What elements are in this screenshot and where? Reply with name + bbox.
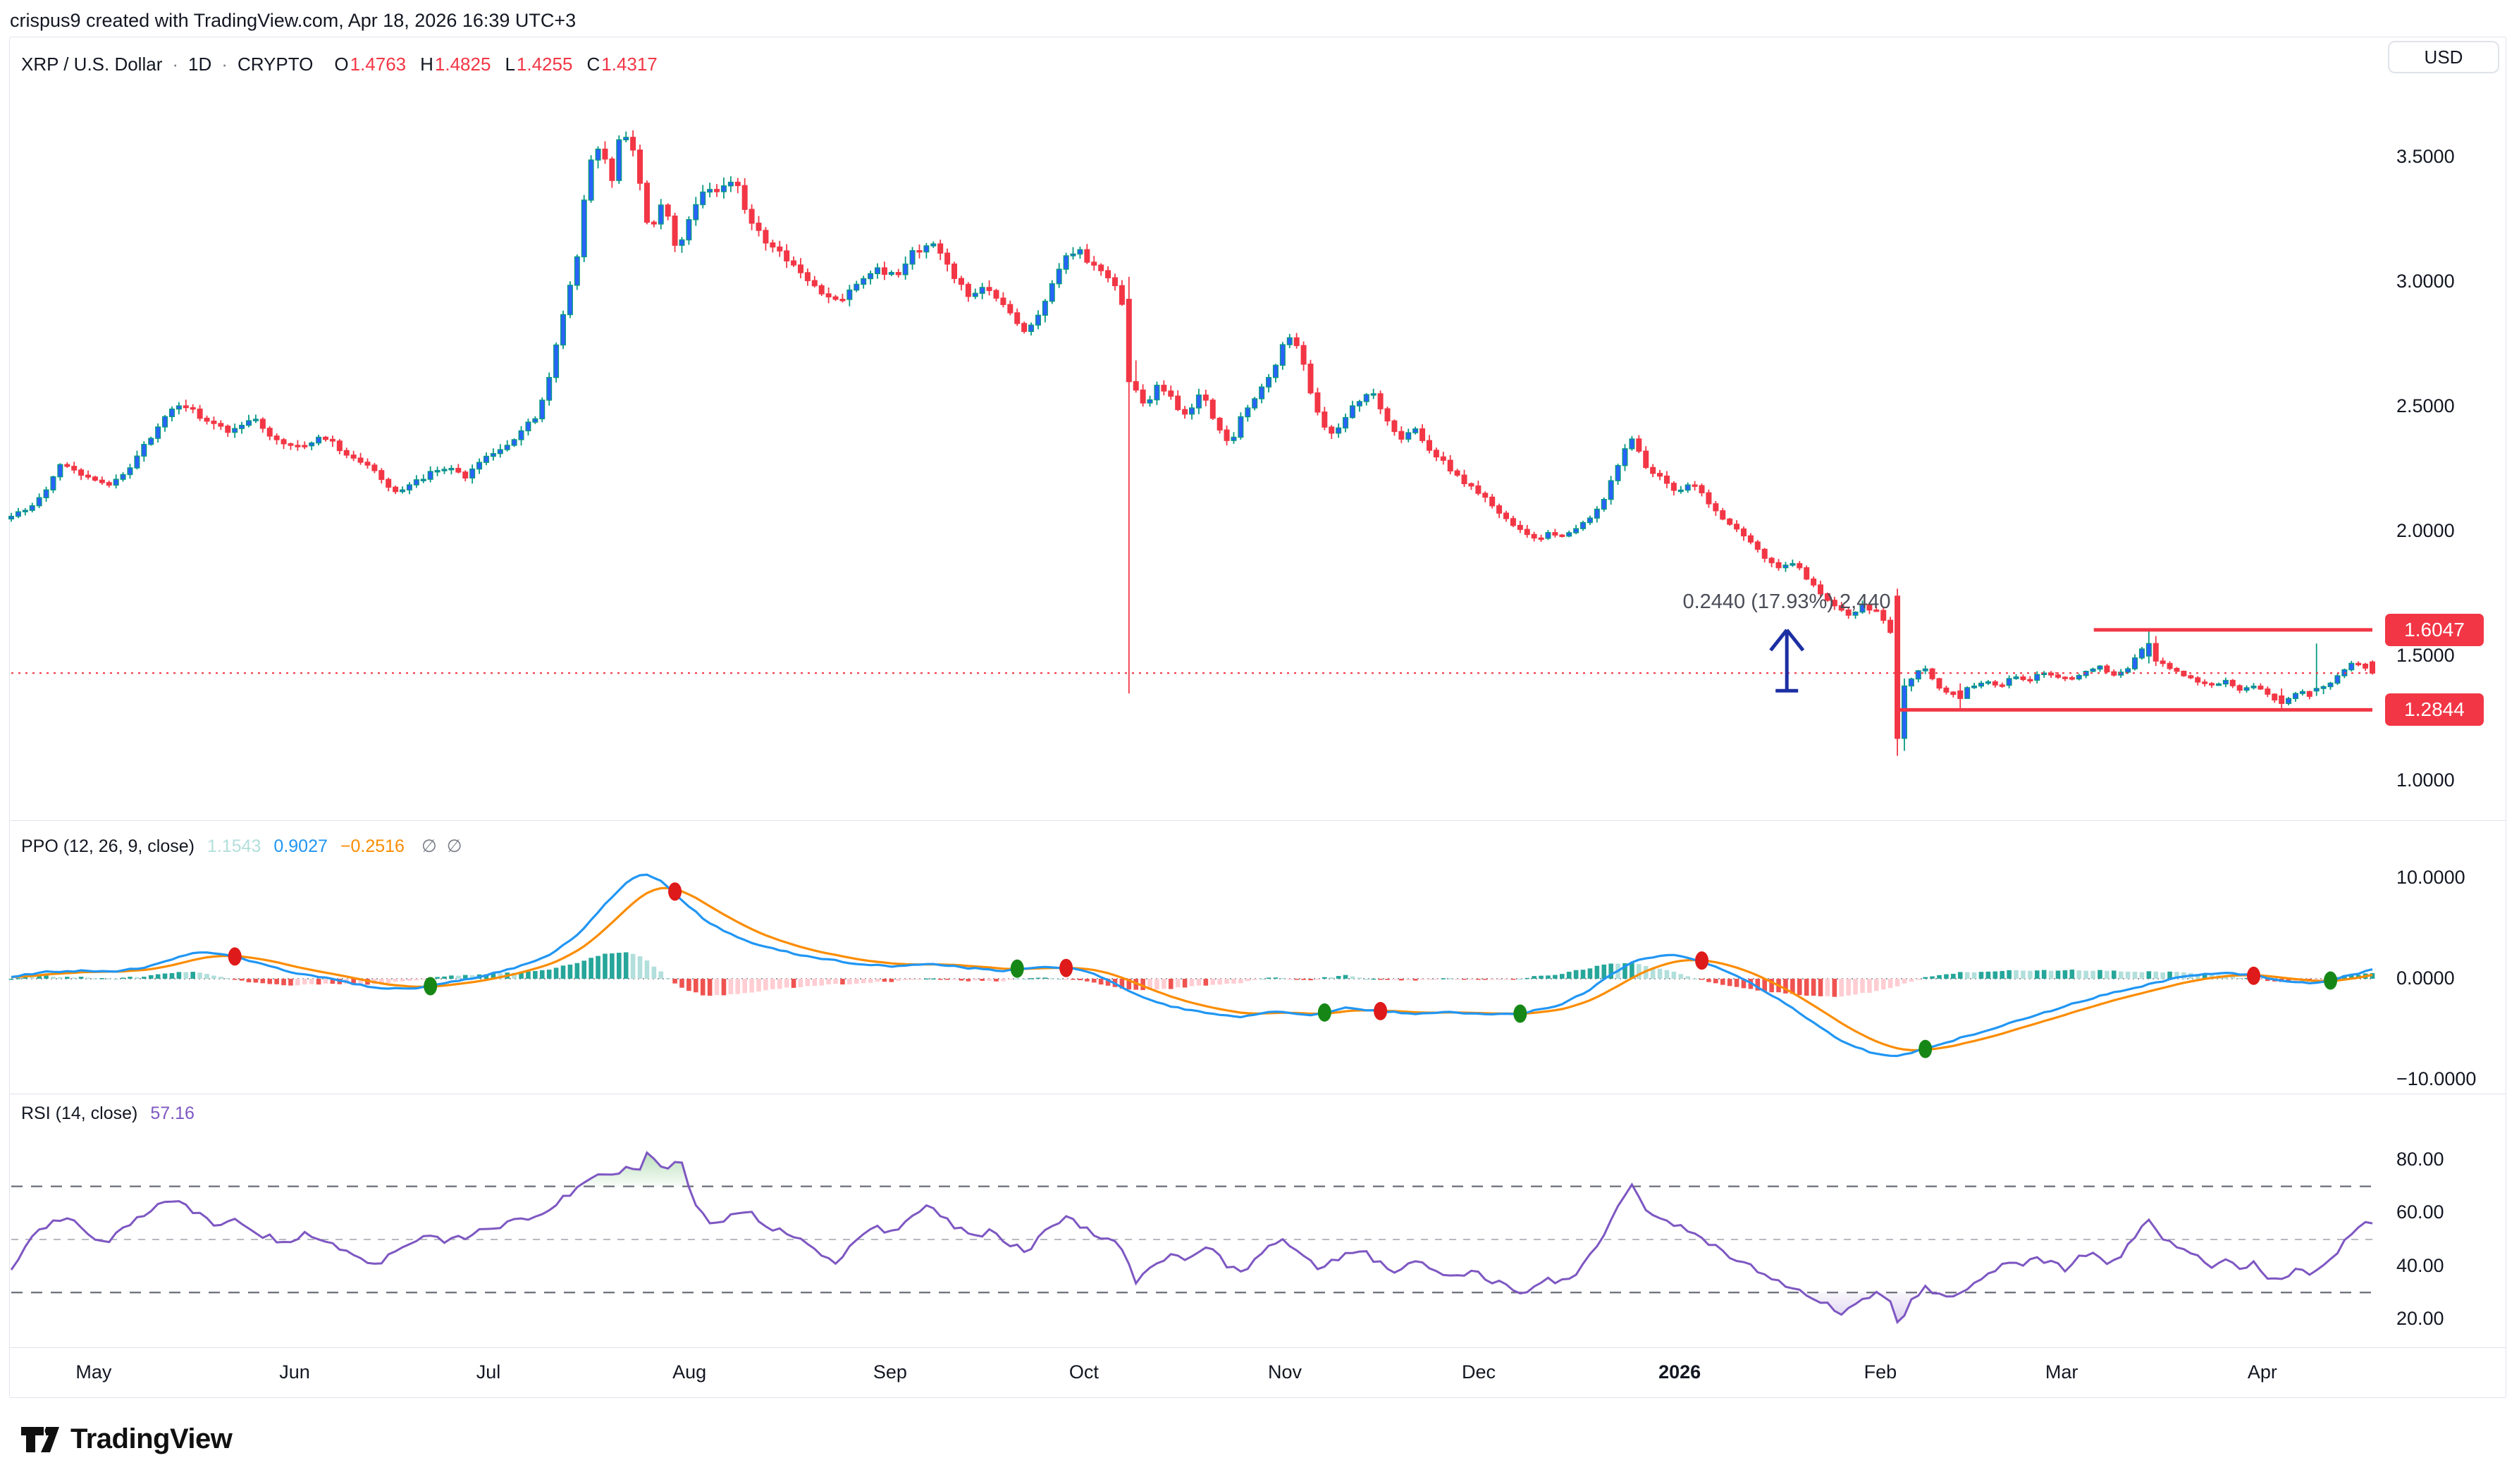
- price-tick-label: 3.0000: [2396, 271, 2455, 292]
- rsi-tick-label: 60.00: [2396, 1201, 2444, 1223]
- low-label: L: [505, 54, 515, 75]
- rsi-oversold-fill: [1517, 1292, 1961, 1323]
- ppo-histogram: [8, 952, 2375, 997]
- measure-annotation-text: 0.2440 (17.93%) 2,440: [1682, 590, 1891, 613]
- ohlc-values: O 1.4763 H 1.4825 L 1.4255 C 1.4317: [334, 54, 657, 75]
- open-label: O: [334, 54, 349, 75]
- ppo-crossover-dots: [228, 882, 2338, 1058]
- ppo-signal-line: [11, 886, 2373, 1051]
- rsi-indicator-legend: RSI (14, close) 57.16: [21, 1103, 195, 1124]
- time-axis-label: 2026: [1658, 1361, 1701, 1383]
- rsi-line: [10, 1151, 2373, 1325]
- ppo-tick-label: −10.0000: [2396, 1068, 2477, 1089]
- time-axis-label: Nov: [1267, 1361, 1302, 1383]
- price-tick-label: 1.5000: [2396, 645, 2455, 666]
- hide-indicator-icon[interactable]: ∅: [446, 836, 462, 856]
- rsi-value: 57.16: [150, 1103, 195, 1123]
- tradingview-logo-text: TradingView: [70, 1423, 233, 1454]
- tradingview-logo[interactable]: TradingView: [20, 1423, 233, 1455]
- high-value: 1.4825: [434, 54, 491, 75]
- ppo-tick-label: 10.0000: [2396, 867, 2465, 888]
- pane-separator-rsi-timeaxis: [9, 1347, 2506, 1348]
- time-axis-label: Jul: [476, 1361, 501, 1383]
- attribution-text: crispus9 created with TradingView.com, A…: [10, 10, 577, 31]
- candlestick-series: [8, 130, 2375, 756]
- ppo-line: [11, 873, 2373, 1058]
- time-axis-label: Apr: [2247, 1361, 2277, 1383]
- time-axis-label: Oct: [1068, 1361, 1099, 1383]
- rsi-tick-label: 80.00: [2396, 1149, 2444, 1170]
- price-tick-label: 3.5000: [2396, 146, 2455, 167]
- ppo-signal-value: −0.2516: [340, 836, 405, 856]
- chart-widget-frame: [9, 37, 2506, 1398]
- tradingview-logo-icon: [21, 1426, 59, 1452]
- ppo-title[interactable]: PPO (12, 26, 9, close): [21, 836, 195, 856]
- ppo-tick-label: 0.0000: [2396, 967, 2455, 989]
- price-level-badge: 1.6047: [2385, 613, 2484, 646]
- ppo-indicator-legend: PPO (12, 26, 9, close) 1.1543 0.9027 −0.…: [21, 836, 462, 857]
- pane-separator-main-ppo: [9, 820, 2506, 821]
- interval-label[interactable]: 1D: [188, 54, 212, 75]
- symbol-legend: XRP / U.S. Dollar · 1D · CRYPTO O 1.4763 …: [21, 54, 658, 75]
- close-value: 1.4317: [601, 54, 658, 75]
- price-tick-label: 2.5000: [2396, 395, 2455, 416]
- legend-separator: ·: [221, 54, 228, 75]
- time-axis-label: Jun: [279, 1361, 310, 1383]
- ppo-hist-value: 1.1543: [207, 836, 261, 856]
- legend-separator: ·: [172, 54, 179, 75]
- high-label: H: [420, 54, 433, 75]
- time-axis-label: Aug: [672, 1361, 707, 1383]
- open-value: 1.4763: [350, 54, 407, 75]
- rsi-tick-label: 40.00: [2396, 1254, 2444, 1276]
- measure-arrow[interactable]: [1769, 629, 1805, 693]
- ppo-line-value: 0.9027: [273, 836, 328, 856]
- rsi-title[interactable]: RSI (14, close): [21, 1103, 138, 1123]
- close-label: C: [586, 54, 601, 75]
- symbol-title[interactable]: XRP / U.S. Dollar: [21, 54, 163, 75]
- hide-indicator-icon[interactable]: ∅: [421, 836, 437, 856]
- ppo-legend-icons: ∅ ∅: [421, 836, 462, 857]
- price-tick-label: 1.0000: [2396, 769, 2455, 791]
- rsi-overbought-fill: [578, 1152, 1633, 1187]
- rsi-tick-label: 20.00: [2396, 1307, 2444, 1329]
- price-tick-label: 2.0000: [2396, 520, 2455, 541]
- currency-unit-button[interactable]: USD: [2388, 41, 2499, 73]
- exchange-label[interactable]: CRYPTO: [237, 54, 314, 75]
- time-axis-label: Feb: [1864, 1361, 1897, 1383]
- price-level-badge: 1.2844: [2385, 693, 2484, 726]
- time-axis-label: Mar: [2045, 1361, 2078, 1383]
- time-axis-label: May: [75, 1361, 112, 1383]
- low-value: 1.4255: [516, 54, 573, 75]
- time-axis-label: Sep: [873, 1361, 907, 1383]
- time-axis-label: Dec: [1462, 1361, 1496, 1383]
